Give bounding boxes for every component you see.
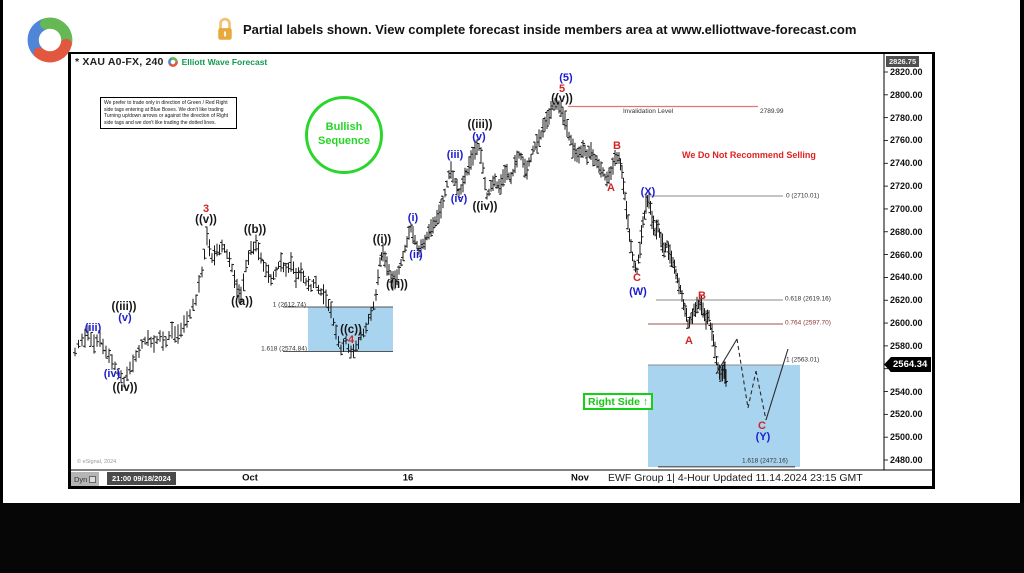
bullish-sequence-badge: Bullish Sequence <box>305 96 383 174</box>
session-start-badge: 21:00 09/18/2024 <box>107 472 176 485</box>
lock-icon <box>218 17 232 40</box>
right-side-label: Right Side <box>588 395 640 408</box>
letterbox-bottom <box>0 503 1024 573</box>
invalidation-level-label: Invalidation Level <box>623 108 674 115</box>
invalidation-level-value: 2789.99 <box>760 108 784 115</box>
members-banner: Partial labels shown. View complete fore… <box>216 16 856 42</box>
elliottwave-forecast-logo <box>27 17 73 63</box>
esignal-copyright: © eSignal, 2024 <box>77 459 117 465</box>
trading-disclaimer-note: We prefer to trade only in direction of … <box>100 97 237 129</box>
dyn-icon <box>89 475 97 483</box>
right-side-tag: Right Side ↑ <box>583 393 654 410</box>
chart-header: * XAU A0-FX, 240 Elliott Wave Forecast <box>75 56 267 68</box>
ewf-mini-logo-icon <box>167 57 178 67</box>
current-price-badge: 2564.34 <box>884 357 932 372</box>
no-sell-warning: We Do Not Recommend Selling <box>682 150 816 160</box>
dyn-label: Dyn <box>74 474 88 484</box>
chart-symbol-title: * XAU A0-FX, 240 <box>75 56 164 68</box>
axis-high-badge: 2826.75 <box>886 56 920 67</box>
banner-text: Partial labels shown. View complete fore… <box>243 21 857 37</box>
dyn-control[interactable]: Dyn <box>71 472 100 486</box>
ewf-brand-label: Elliott Wave Forecast <box>181 57 268 67</box>
up-arrow-icon: ↑ <box>642 395 649 408</box>
chart-update-note: EWF Group 1| 4-Hour Updated 11.14.2024 2… <box>608 472 863 484</box>
bullish-sequence-text: Bullish Sequence <box>318 121 370 147</box>
